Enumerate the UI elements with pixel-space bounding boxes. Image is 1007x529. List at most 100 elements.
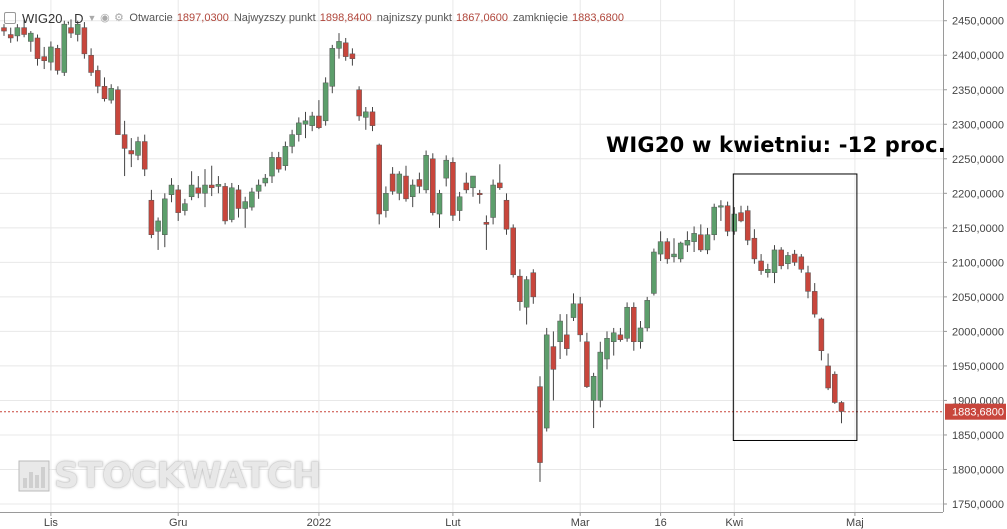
candle[interactable] [416,179,423,187]
candle[interactable] [235,189,242,209]
candle[interactable] [543,334,550,429]
candle[interactable] [48,46,54,63]
candle[interactable] [818,318,825,351]
candle[interactable] [450,161,456,216]
candle[interactable] [101,86,108,99]
candle[interactable] [731,213,738,232]
candle[interactable] [61,23,68,73]
candle[interactable] [342,42,349,57]
candle[interactable] [396,173,403,194]
candle[interactable] [115,89,121,135]
candle[interactable] [490,184,496,218]
candle[interactable] [141,141,148,170]
candle[interactable] [597,351,604,401]
candle[interactable] [778,249,784,267]
timeframe-label[interactable]: D [74,10,84,26]
candle[interactable] [684,240,691,246]
candle[interactable] [195,187,202,194]
candle[interactable] [389,173,396,192]
candle[interactable] [624,306,630,339]
candle[interactable] [497,182,503,189]
candle[interactable] [637,327,644,343]
candle[interactable] [383,193,389,211]
candle[interactable] [175,189,181,213]
candle[interactable] [738,212,744,222]
candle[interactable] [811,291,818,315]
candle[interactable] [765,269,771,273]
candle[interactable] [691,233,697,242]
candle[interactable] [249,191,255,208]
candle[interactable] [677,242,684,260]
candle[interactable] [14,27,21,37]
candle[interactable] [751,237,758,260]
candle[interactable] [664,241,671,260]
candle[interactable] [1,27,7,32]
candle[interactable] [229,187,235,220]
candle[interactable] [68,27,74,34]
candle[interactable] [436,193,443,215]
candle[interactable] [128,150,135,155]
candle[interactable] [798,256,805,270]
candle[interactable] [503,199,510,230]
candle[interactable] [262,177,269,184]
candle[interactable] [208,184,215,189]
candle[interactable] [135,141,141,156]
candle[interactable] [698,234,704,251]
candle[interactable] [577,303,583,336]
candle[interactable] [805,272,811,292]
candle[interactable] [275,157,282,170]
candle[interactable] [604,338,610,360]
candle[interactable] [316,115,322,128]
candle[interactable] [282,146,289,166]
candle[interactable] [363,111,369,118]
candle[interactable] [470,175,476,189]
candle[interactable] [41,56,47,62]
candle[interactable] [463,182,470,191]
candle[interactable] [476,193,483,195]
candle[interactable] [456,196,463,211]
candle[interactable] [7,34,14,39]
candle[interactable] [510,227,516,276]
candle[interactable] [349,53,356,59]
candle[interactable] [202,184,208,194]
candle[interactable] [443,159,449,179]
collapse-icon[interactable] [4,12,16,24]
candle[interactable] [121,134,128,149]
candle[interactable] [718,205,724,208]
candle[interactable] [523,279,530,308]
candle[interactable] [403,175,409,200]
candle[interactable] [182,203,188,211]
candle[interactable] [289,134,295,147]
candle[interactable] [771,249,778,273]
candle[interactable] [28,32,34,42]
candle[interactable] [81,27,88,55]
candle[interactable] [791,253,798,263]
candle[interactable] [671,253,677,258]
candle[interactable] [222,186,228,222]
candle[interactable] [537,386,543,463]
candle[interactable] [296,122,302,135]
candle[interactable] [148,199,155,235]
candle[interactable] [269,157,275,177]
candle[interactable] [302,120,309,125]
candle[interactable] [617,334,624,340]
candle[interactable] [215,184,222,187]
candle[interactable] [570,303,577,318]
chevron-down-icon[interactable]: ▼ [87,13,97,23]
candle[interactable] [590,376,597,401]
candle[interactable] [322,82,329,122]
candle[interactable] [530,272,537,298]
candle[interactable] [309,115,315,126]
candle[interactable] [255,184,262,192]
candle[interactable] [188,184,195,198]
candle[interactable] [376,144,382,215]
candle[interactable] [242,201,248,209]
gear-icon[interactable]: ⚙ [113,11,124,24]
candle[interactable] [744,210,751,241]
candle[interactable] [34,37,41,59]
candle[interactable] [483,222,490,225]
candle[interactable] [74,23,81,35]
candle[interactable] [54,48,61,71]
candle[interactable] [21,27,27,35]
